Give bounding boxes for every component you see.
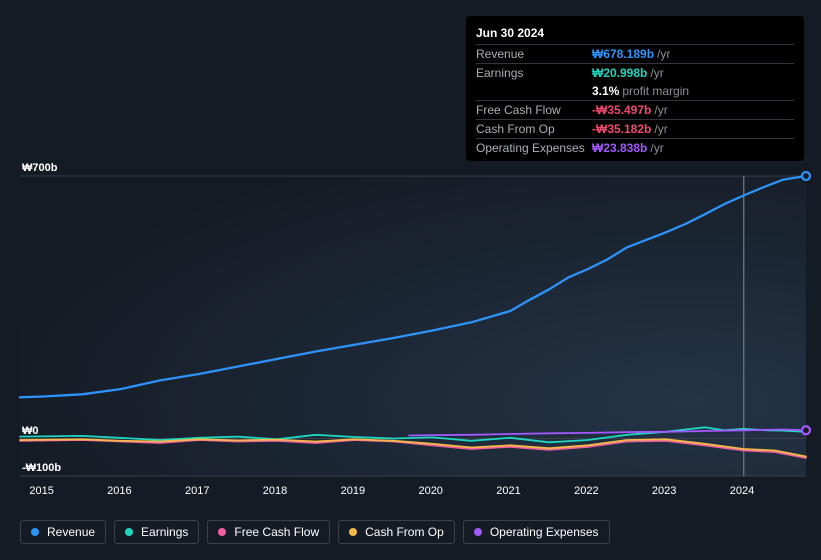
tooltip-subunit: profit margin [622,84,689,98]
legend-dot-icon [349,528,357,536]
legend-dot-icon [125,528,133,536]
tooltip-row: Earnings₩20.998b/yr [476,63,794,82]
x-axis-label: 2015 [29,485,53,497]
tooltip-unit: /yr [657,47,670,61]
tooltip-unit: /yr [654,122,667,136]
legend-label: Revenue [47,525,95,539]
tooltip-unit: /yr [650,66,663,80]
legend-item-cash-from-op[interactable]: Cash From Op [338,520,455,544]
legend-label: Free Cash Flow [234,525,319,539]
legend-label: Cash From Op [365,525,444,539]
x-axis-label: 2023 [652,485,676,497]
x-axis-label: 2018 [263,485,287,497]
x-axis-label: 2016 [107,485,131,497]
tooltip-value: ₩678.189b [592,47,654,61]
tooltip-label: Cash From Op [476,122,592,136]
tooltip-value: ₩20.998b [592,66,647,80]
x-axis-label: 2017 [185,485,209,497]
hover-tooltip: Jun 30 2024 Revenue₩678.189b/yrEarnings₩… [466,16,804,161]
legend-item-free-cash-flow[interactable]: Free Cash Flow [207,520,330,544]
y-axis-label: ₩0 [22,425,39,437]
x-axis-label: 2024 [730,485,754,497]
legend-label: Operating Expenses [490,525,599,539]
tooltip-subvalue: 3.1% [592,84,619,98]
tooltip-date: Jun 30 2024 [476,22,794,44]
legend: Revenue Earnings Free Cash Flow Cash From O… [20,520,610,544]
legend-dot-icon [218,528,226,536]
y-axis-label: ₩700b [22,162,57,174]
tooltip-label: Revenue [476,47,592,61]
legend-item-operating-expenses[interactable]: Operating Expenses [463,520,610,544]
tooltip-row: Operating Expenses₩23.838b/yr [476,138,794,157]
tooltip-row: Free Cash Flow-₩35.497b/yr [476,100,794,119]
tooltip-row: Cash From Op-₩35.182b/yr [476,119,794,138]
tooltip-unit: /yr [654,103,667,117]
x-axis-label: 2019 [341,485,365,497]
tooltip-value: -₩35.182b [592,122,651,136]
legend-item-revenue[interactable]: Revenue [20,520,106,544]
y-axis-label: -₩100b [22,462,61,474]
tooltip-label: Earnings [476,66,592,80]
legend-item-earnings[interactable]: Earnings [114,520,199,544]
tooltip-label: Operating Expenses [476,141,592,155]
x-axis-label: 2020 [418,485,442,497]
tooltip-value: -₩35.497b [592,103,651,117]
tooltip-value: ₩23.838b [592,141,647,155]
tooltip-label: Free Cash Flow [476,103,592,117]
tooltip-subrow: 3.1% profit margin [476,82,794,100]
tooltip-row: Revenue₩678.189b/yr [476,44,794,63]
legend-dot-icon [31,528,39,536]
tooltip-unit: /yr [650,141,663,155]
legend-label: Earnings [141,525,188,539]
x-axis-label: 2022 [574,485,598,497]
legend-dot-icon [474,528,482,536]
x-axis-label: 2021 [496,485,520,497]
